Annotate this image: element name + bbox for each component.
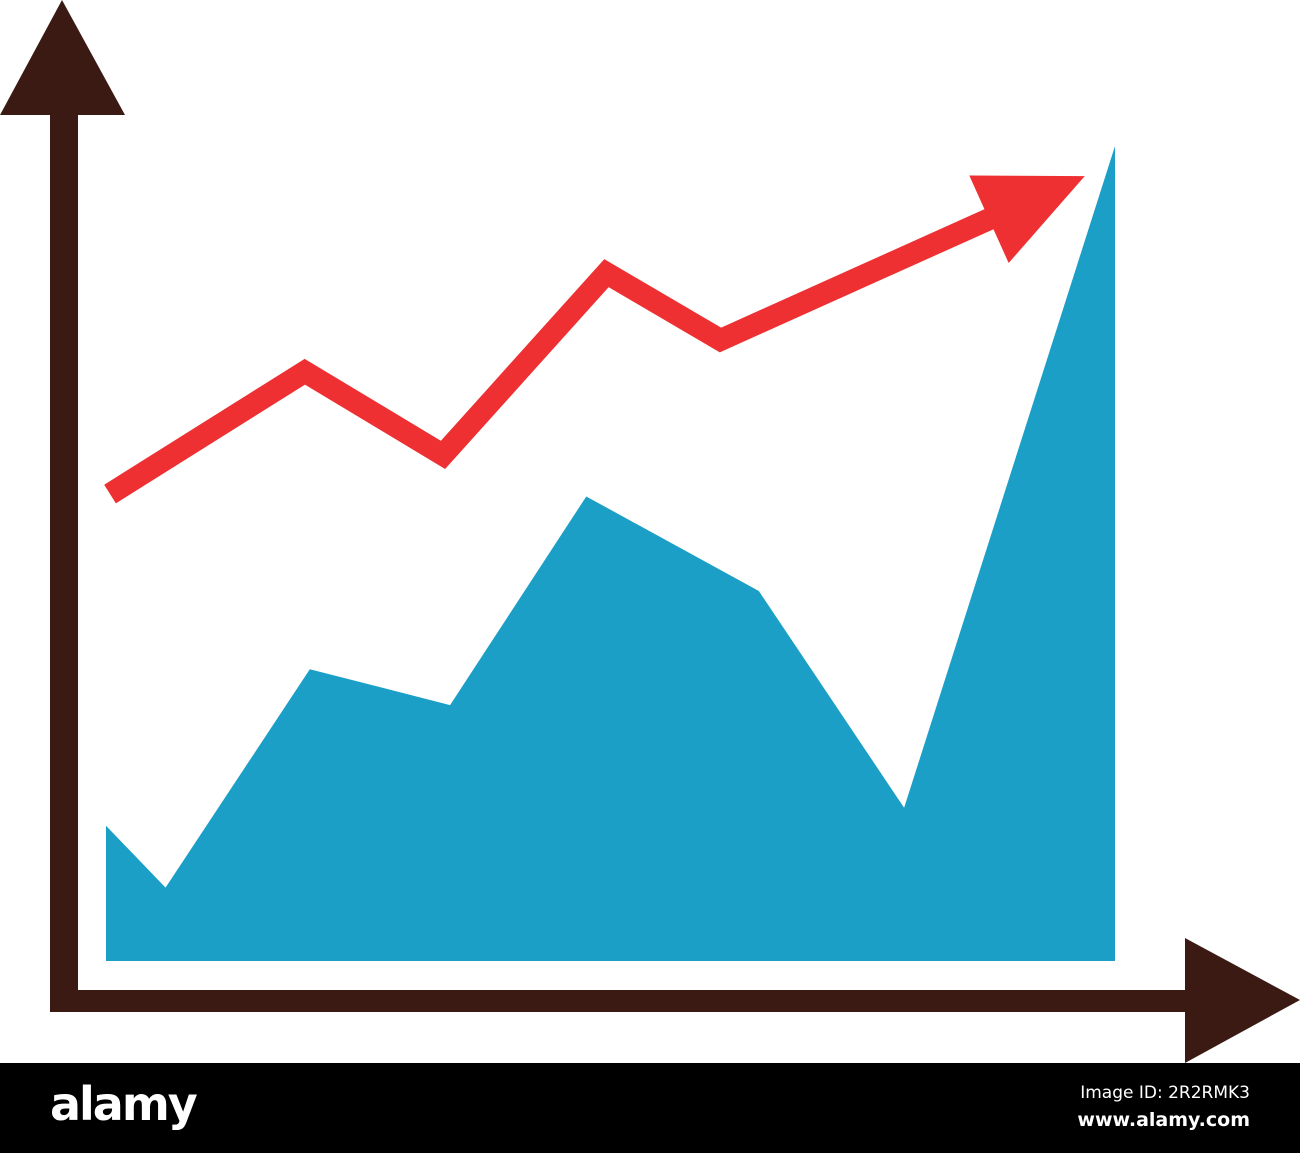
alamy-logo: alamy	[50, 1077, 198, 1131]
x-axis-line	[50, 990, 1190, 1012]
chart	[0, 0, 1300, 1063]
watermark-footer: alamy Image ID: 2R2RMK3 www.alamy.com	[0, 1063, 1300, 1153]
site-url: www.alamy.com	[1077, 1109, 1250, 1131]
image-id: Image ID: 2R2RMK3	[1080, 1083, 1250, 1103]
area-series	[106, 146, 1115, 961]
trend-arrowhead	[969, 175, 1085, 263]
x-axis-arrowhead	[1185, 938, 1300, 1063]
trend-line	[104, 207, 999, 504]
y-axis-line	[50, 110, 78, 1012]
y-axis-arrowhead	[0, 0, 125, 115]
